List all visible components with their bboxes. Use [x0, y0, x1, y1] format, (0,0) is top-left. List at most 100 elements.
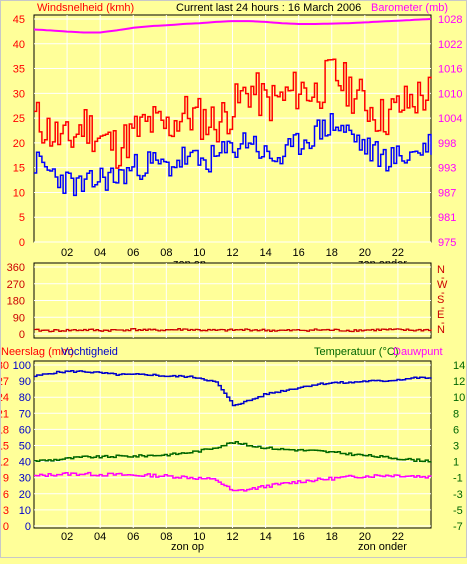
humidity-x-tick: 08 [160, 531, 172, 543]
wind-y-tick: 40 [13, 39, 25, 51]
wind-x-tick: 10 [193, 247, 205, 259]
temperature-y-tick: -5 [453, 505, 463, 517]
humidity-y-tick: 50 [19, 441, 31, 453]
rain-y-tick: 30 [1, 360, 9, 372]
rain-y-tick: 0 [3, 521, 9, 533]
wind-axis-label: Windsnelheid (kmh) [37, 2, 134, 14]
wind-x-tick: 06 [127, 247, 139, 259]
humidity-x-tick: 16 [293, 531, 305, 543]
rain-y-tick: 27 [1, 376, 9, 388]
temperature-y-tick: 12 [453, 376, 465, 388]
rain-y-tick: 3 [3, 505, 9, 517]
wind-x-tick: 22 [392, 247, 404, 259]
rain-axis-label: Neerslag (mm) [1, 346, 74, 358]
sunrise-label-bottom: zon op [171, 541, 204, 553]
humidity-x-tick: 02 [61, 531, 73, 543]
humidity-y-tick: 80 [19, 392, 31, 404]
barometer-y-tick: 1016 [438, 64, 462, 76]
barometer-y-tick: 1028 [438, 14, 462, 26]
humidity-line [34, 370, 432, 407]
rain-y-tick: 15 [1, 441, 9, 453]
wind-x-tick: 16 [293, 247, 305, 259]
barometer-line [33, 18, 432, 34]
compass-separator: - [441, 317, 445, 329]
wind-y-tick: 10 [13, 187, 25, 199]
humidity-y-tick: 10 [19, 505, 31, 517]
temperature-y-tick: -7 [453, 521, 463, 533]
barometer-y-tick: 998 [438, 138, 456, 150]
barometer-y-tick: 1010 [438, 88, 462, 100]
wind-y-tick: 35 [13, 64, 25, 76]
wind-y-tick: 25 [13, 113, 25, 125]
barometer-y-tick: 987 [438, 187, 456, 199]
compass-separator: - [441, 302, 445, 314]
temperature-y-tick: 10 [453, 392, 465, 404]
wind-y-tick: 5 [19, 212, 25, 224]
humidity-temperature-panel: 0369121518212427300102030405060708090100… [0, 360, 465, 543]
dewpoint-line [34, 471, 432, 492]
wind-direction-line [34, 328, 432, 333]
rain-y-tick: 12 [1, 457, 9, 469]
chart-title: Current last 24 hours : 16 March 2006 [176, 2, 361, 14]
temperature-y-tick: -3 [453, 489, 463, 501]
temperature-y-tick: 14 [453, 360, 465, 372]
rain-y-tick: 9 [3, 473, 9, 485]
wind-y-tick: 0 [19, 237, 25, 249]
wind-y-tick: 45 [13, 14, 25, 26]
wind-x-tick: 02 [61, 247, 73, 259]
compass-label: N [437, 264, 445, 276]
humidity-y-tick: 100 [13, 360, 31, 372]
humidity-y-tick: 40 [19, 457, 31, 469]
humidity-x-tick: 22 [392, 531, 404, 543]
humidity-x-tick: 12 [226, 531, 238, 543]
wind-gust-line [34, 58, 432, 169]
temperature-line [34, 441, 432, 463]
rain-y-tick: 18 [1, 424, 9, 436]
rain-y-tick: 24 [1, 392, 9, 404]
compass-separator: - [441, 272, 445, 284]
wind-x-tick: 12 [226, 247, 238, 259]
temperature-y-tick: 8 [453, 408, 459, 420]
temperature-y-tick: 1 [453, 457, 459, 469]
wind-x-tick: 08 [160, 247, 172, 259]
wind-x-tick: 18 [326, 247, 338, 259]
compass-separator: - [441, 287, 445, 299]
sunset-label-bottom: zon onder [358, 541, 407, 553]
wind-x-tick: 20 [359, 247, 371, 259]
compass-label: N [437, 324, 445, 336]
temperature-y-tick: 6 [453, 424, 459, 436]
barometer-y-tick: 993 [438, 163, 456, 175]
humidity-y-tick: 70 [19, 408, 31, 420]
temperature-axis-label: Temperatuur (°C) [314, 346, 398, 358]
direction-y-tick: 0 [19, 329, 25, 341]
humidity-y-tick: 0 [25, 521, 31, 533]
temperature-y-tick: -1 [453, 473, 463, 485]
barometer-y-tick: 975 [438, 237, 456, 249]
barometer-y-tick: 1022 [438, 39, 462, 51]
rain-y-tick: 6 [3, 489, 9, 501]
direction-y-tick: 180 [7, 296, 25, 308]
compass-label: W [437, 279, 448, 291]
humidity-x-tick: 06 [127, 531, 139, 543]
wind-x-tick: 04 [94, 247, 106, 259]
wind-y-tick: 15 [13, 163, 25, 175]
barometer-axis-label: Barometer (mb) [371, 2, 448, 14]
humidity-y-tick: 60 [19, 424, 31, 436]
wind-x-tick: 14 [259, 247, 271, 259]
wind-y-tick: 30 [13, 88, 25, 100]
barometer-y-tick: 1004 [438, 113, 462, 125]
wind-speed-line [34, 113, 432, 197]
humidity-y-tick: 90 [19, 376, 31, 388]
humidity-x-tick: 04 [94, 531, 106, 543]
wind-y-tick: 20 [13, 138, 25, 150]
temperature-y-tick: 3 [453, 441, 459, 453]
compass-label: E [437, 309, 444, 321]
humidity-axis-label: Vochtigheid [61, 346, 118, 358]
rain-y-tick: 21 [1, 408, 9, 420]
barometer-y-tick: 981 [438, 212, 456, 224]
direction-y-tick: 360 [7, 262, 25, 274]
wind-barometer-panel: 0510152025303540459759819879939981004101… [13, 14, 463, 259]
